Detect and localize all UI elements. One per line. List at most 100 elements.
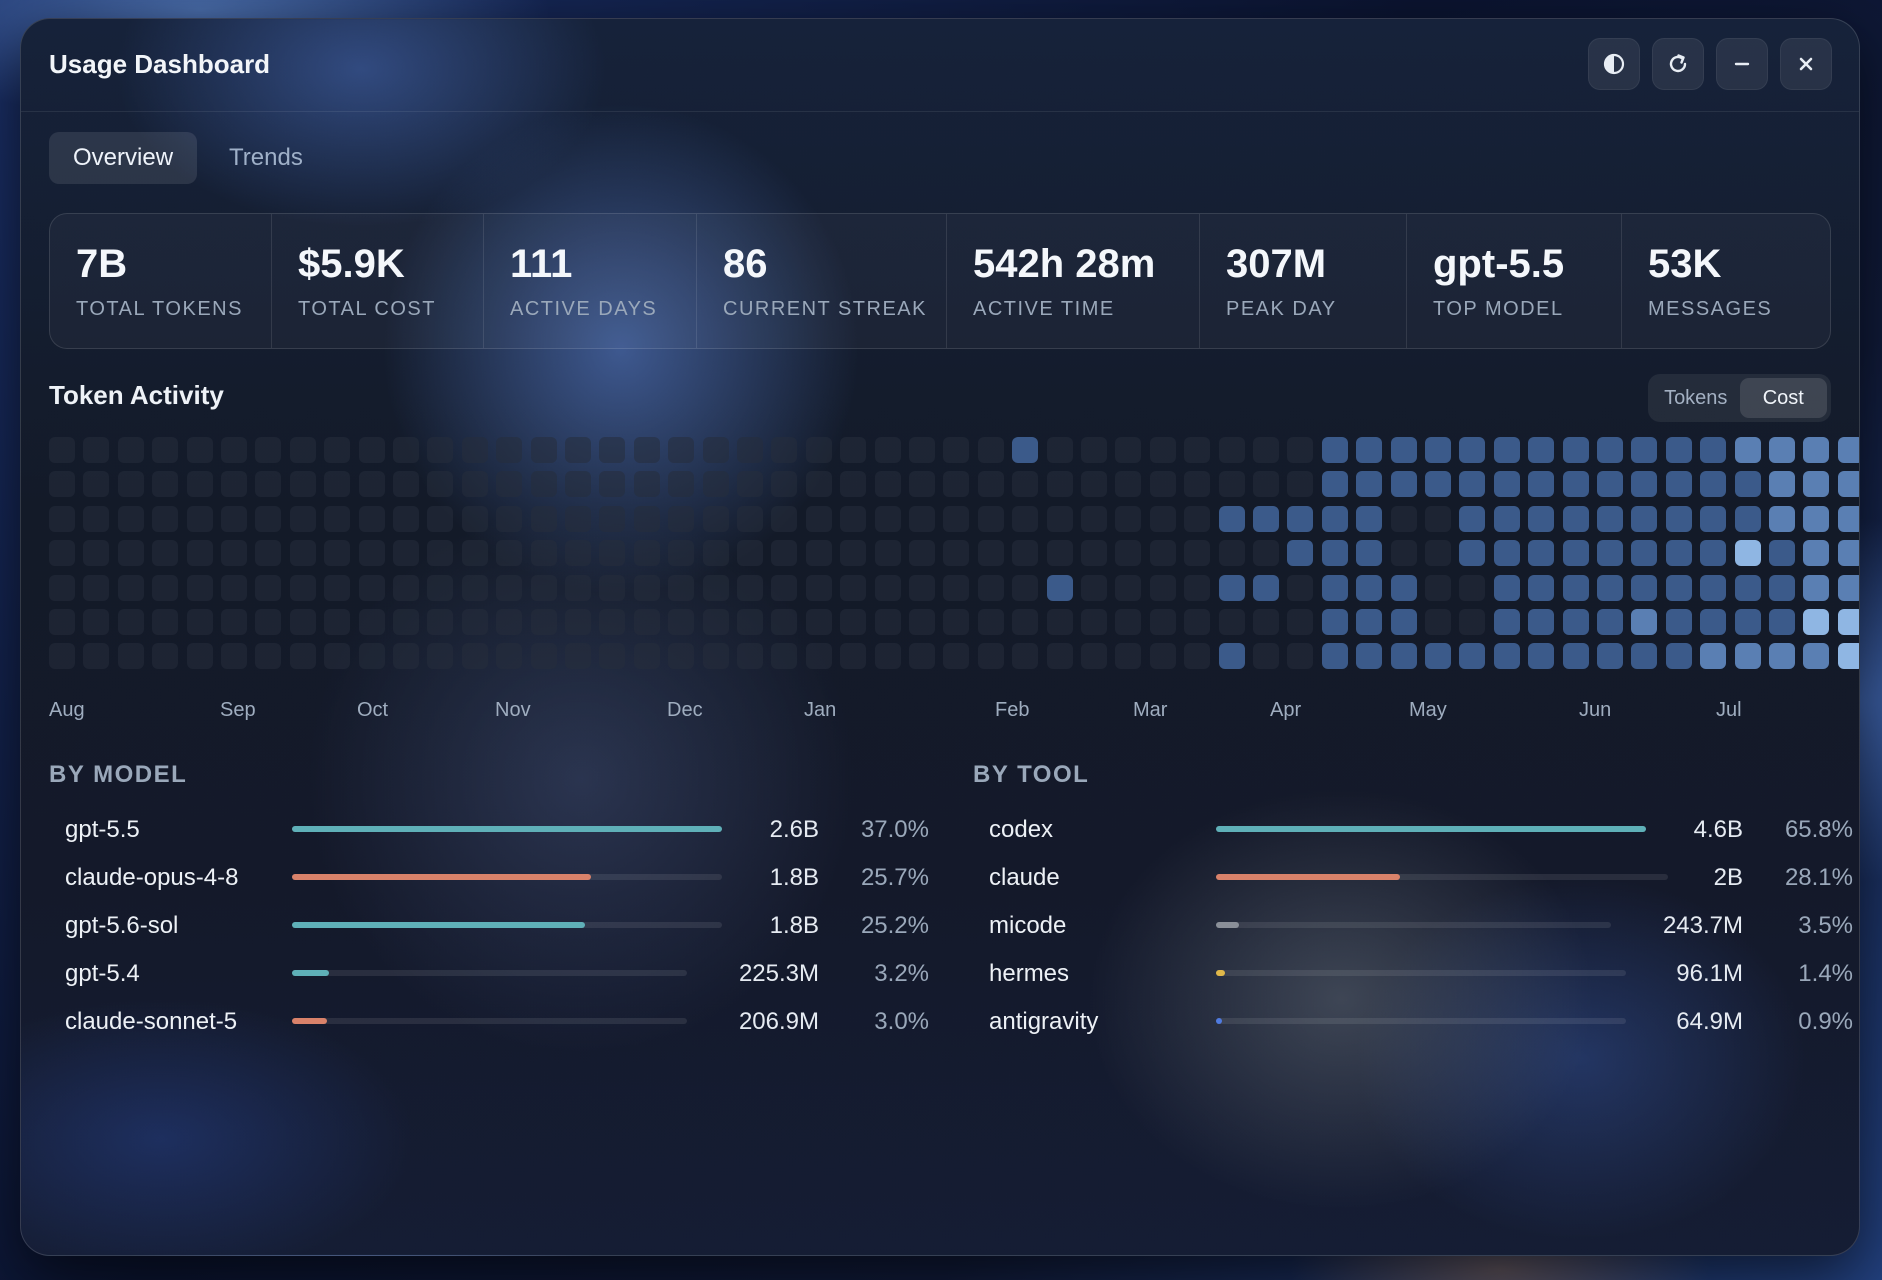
heatmap-cell[interactable] xyxy=(1115,506,1141,532)
heatmap-cell[interactable] xyxy=(83,643,109,669)
heatmap-cell[interactable] xyxy=(1631,471,1657,497)
heatmap-cell[interactable] xyxy=(1425,575,1451,601)
heatmap-cell[interactable] xyxy=(1563,471,1589,497)
heatmap-cell[interactable] xyxy=(496,575,522,601)
heatmap-cell[interactable] xyxy=(324,437,350,463)
heatmap-cell[interactable] xyxy=(1769,575,1795,601)
heatmap-cell[interactable] xyxy=(943,609,969,635)
heatmap-cell[interactable] xyxy=(359,437,385,463)
close-button[interactable] xyxy=(1780,38,1832,90)
heatmap-cell[interactable] xyxy=(1735,506,1761,532)
heatmap-cell[interactable] xyxy=(187,506,213,532)
heatmap-cell[interactable] xyxy=(737,506,763,532)
heatmap-cell[interactable] xyxy=(1081,609,1107,635)
heatmap-cell[interactable] xyxy=(840,437,866,463)
heatmap-cell[interactable] xyxy=(255,437,281,463)
heatmap-cell[interactable] xyxy=(1666,506,1692,532)
heatmap-cell[interactable] xyxy=(1700,437,1726,463)
heatmap-cell[interactable] xyxy=(83,506,109,532)
heatmap-cell[interactable] xyxy=(1563,575,1589,601)
heatmap-cell[interactable] xyxy=(1150,643,1176,669)
heatmap-cell[interactable] xyxy=(290,540,316,566)
heatmap-cell[interactable] xyxy=(1391,643,1417,669)
heatmap-cell[interactable] xyxy=(978,609,1004,635)
heatmap-cell[interactable] xyxy=(771,437,797,463)
heatmap-cell[interactable] xyxy=(1803,575,1829,601)
heatmap-cell[interactable] xyxy=(221,575,247,601)
heatmap-cell[interactable] xyxy=(1115,471,1141,497)
heatmap-cell[interactable] xyxy=(393,471,419,497)
heatmap-cell[interactable] xyxy=(427,506,453,532)
heatmap-cell[interactable] xyxy=(1735,609,1761,635)
heatmap-cell[interactable] xyxy=(324,643,350,669)
heatmap-cell[interactable] xyxy=(531,643,557,669)
heatmap-cell[interactable] xyxy=(531,506,557,532)
heatmap-cell[interactable] xyxy=(187,540,213,566)
heatmap-cell[interactable] xyxy=(875,540,901,566)
heatmap-cell[interactable] xyxy=(1012,471,1038,497)
heatmap-cell[interactable] xyxy=(1184,471,1210,497)
heatmap-cell[interactable] xyxy=(1459,540,1485,566)
heatmap-cell[interactable] xyxy=(1184,437,1210,463)
heatmap-cell[interactable] xyxy=(1425,540,1451,566)
heatmap-cell[interactable] xyxy=(1253,643,1279,669)
heatmap-cell[interactable] xyxy=(565,471,591,497)
heatmap-cell[interactable] xyxy=(290,575,316,601)
heatmap-cell[interactable] xyxy=(1219,540,1245,566)
heatmap-cell[interactable] xyxy=(1838,471,1859,497)
heatmap-cell[interactable] xyxy=(840,643,866,669)
heatmap-cell[interactable] xyxy=(565,643,591,669)
heatmap-cell[interactable] xyxy=(1253,609,1279,635)
heatmap-cell[interactable] xyxy=(875,609,901,635)
heatmap-cell[interactable] xyxy=(1803,540,1829,566)
heatmap-cell[interactable] xyxy=(324,609,350,635)
heatmap-cell[interactable] xyxy=(1322,506,1348,532)
heatmap-cell[interactable] xyxy=(531,471,557,497)
heatmap-cell[interactable] xyxy=(1803,437,1829,463)
heatmap-cell[interactable] xyxy=(1115,437,1141,463)
heatmap-cell[interactable] xyxy=(1597,575,1623,601)
heatmap-cell[interactable] xyxy=(1322,643,1348,669)
heatmap-cell[interactable] xyxy=(359,506,385,532)
heatmap-cell[interactable] xyxy=(1322,609,1348,635)
heatmap-cell[interactable] xyxy=(393,609,419,635)
heatmap-cell[interactable] xyxy=(806,643,832,669)
theme-toggle-button[interactable] xyxy=(1588,38,1640,90)
heatmap-cell[interactable] xyxy=(118,643,144,669)
heatmap-cell[interactable] xyxy=(599,540,625,566)
heatmap-cell[interactable] xyxy=(840,540,866,566)
heatmap-cell[interactable] xyxy=(840,609,866,635)
heatmap-cell[interactable] xyxy=(393,540,419,566)
heatmap-cell[interactable] xyxy=(1563,437,1589,463)
heatmap-cell[interactable] xyxy=(324,540,350,566)
heatmap-cell[interactable] xyxy=(152,643,178,669)
heatmap-cell[interactable] xyxy=(1047,437,1073,463)
heatmap-cell[interactable] xyxy=(83,437,109,463)
heatmap-cell[interactable] xyxy=(427,575,453,601)
heatmap-cell[interactable] xyxy=(462,575,488,601)
heatmap-cell[interactable] xyxy=(1597,506,1623,532)
heatmap-cell[interactable] xyxy=(1115,575,1141,601)
heatmap-cell[interactable] xyxy=(1700,471,1726,497)
heatmap-cell[interactable] xyxy=(221,609,247,635)
heatmap-cell[interactable] xyxy=(1769,540,1795,566)
heatmap-cell[interactable] xyxy=(49,643,75,669)
heatmap-cell[interactable] xyxy=(1700,540,1726,566)
heatmap-cell[interactable] xyxy=(599,575,625,601)
heatmap-cell[interactable] xyxy=(1219,643,1245,669)
heatmap-cell[interactable] xyxy=(1769,609,1795,635)
heatmap-cell[interactable] xyxy=(1735,471,1761,497)
heatmap-cell[interactable] xyxy=(1803,643,1829,669)
heatmap-cell[interactable] xyxy=(255,471,281,497)
heatmap-cell[interactable] xyxy=(806,437,832,463)
heatmap-cell[interactable] xyxy=(1115,540,1141,566)
heatmap-cell[interactable] xyxy=(462,643,488,669)
heatmap-cell[interactable] xyxy=(1597,643,1623,669)
heatmap-cell[interactable] xyxy=(1081,643,1107,669)
heatmap-cell[interactable] xyxy=(806,540,832,566)
heatmap-cell[interactable] xyxy=(978,437,1004,463)
heatmap-cell[interactable] xyxy=(496,506,522,532)
heatmap-cell[interactable] xyxy=(703,575,729,601)
heatmap-cell[interactable] xyxy=(393,575,419,601)
heatmap-cell[interactable] xyxy=(1563,609,1589,635)
